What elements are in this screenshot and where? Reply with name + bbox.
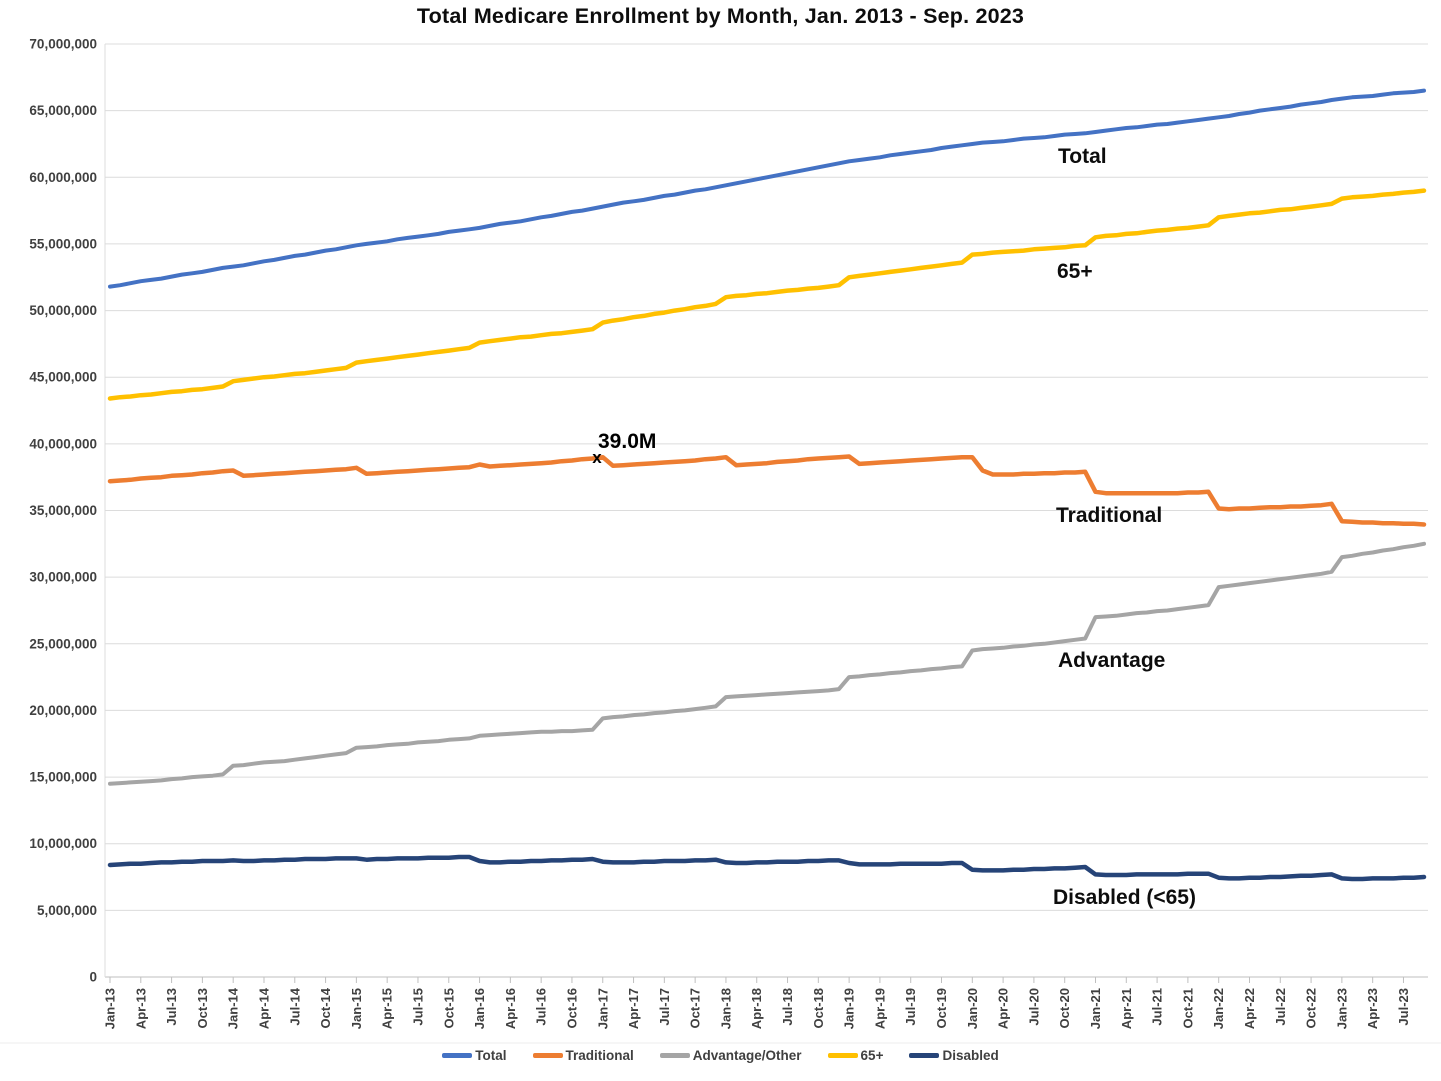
legend-swatch: [827, 1053, 858, 1058]
x-axis-tick-label: Jan-18: [718, 988, 733, 1029]
x-axis-tick-label: Jan-17: [595, 988, 610, 1029]
y-axis-tick-label: 20,000,000: [29, 703, 97, 718]
x-axis-tick-label: Jul-21: [1150, 988, 1165, 1026]
legend-label: Advantage/Other: [692, 1048, 802, 1063]
x-axis-tick-label: Oct-14: [318, 987, 333, 1028]
x-axis-tick-label: Apr-14: [256, 987, 271, 1029]
x-axis-tick-label: Oct-15: [441, 988, 456, 1028]
series-label-total: Total: [1058, 145, 1107, 168]
x-axis-tick-label: Jan-16: [472, 988, 487, 1029]
legend-label: Total: [475, 1048, 507, 1063]
x-axis-tick-label: Jul-14: [287, 987, 302, 1025]
y-axis-tick-label: 40,000,000: [29, 436, 97, 451]
legend-item-traditional: Traditional: [532, 1048, 634, 1063]
chart-title: Total Medicare Enrollment by Month, Jan.…: [416, 4, 1025, 28]
x-axis-tick-label: Oct-16: [564, 988, 579, 1028]
legend-item-advantage-other: Advantage/Other: [659, 1048, 802, 1063]
series-label-disabled: Disabled (<65): [1053, 886, 1196, 909]
x-axis-tick-label: Apr-21: [1119, 988, 1134, 1029]
x-axis-tick-label: Jan-23: [1334, 988, 1349, 1029]
x-axis-tick-label: Jan-15: [349, 988, 364, 1029]
y-axis-tick-label: 30,000,000: [29, 570, 97, 585]
legend-item-disabled: Disabled: [909, 1048, 999, 1063]
x-axis-tick-label: Oct-13: [195, 988, 210, 1028]
series-line-advantage-other: [108, 541, 1426, 786]
y-axis-tick-label: 70,000,000: [29, 37, 97, 52]
x-axis-tick-label: Oct-20: [1057, 988, 1072, 1028]
series-line-traditional: [107, 454, 1427, 527]
legend-label: Traditional: [565, 1048, 634, 1063]
x-axis-tick-label: Apr-17: [626, 988, 641, 1029]
y-axis-tick-label: 10,000,000: [29, 836, 97, 851]
y-axis-tick-label: 60,000,000: [29, 170, 97, 185]
x-axis-tick-label: Jul-16: [534, 988, 549, 1026]
x-axis-tick-label: Jul-22: [1273, 988, 1288, 1026]
x-axis-tick-label: Apr-18: [749, 988, 764, 1029]
legend-label: 65+: [860, 1048, 884, 1063]
x-axis-tick-label: Apr-13: [133, 988, 148, 1029]
y-axis-tick-label: 0: [89, 970, 97, 985]
legend-swatch: [532, 1053, 563, 1058]
chart-legend: Total Traditional Advantage/Other 65+ Disabl…: [0, 1048, 1441, 1063]
legend-swatch: [442, 1053, 473, 1058]
x-axis-tick-label: Apr-20: [996, 988, 1011, 1029]
y-axis-tick-label: 50,000,000: [29, 303, 97, 318]
y-axis-tick-label: 55,000,000: [29, 236, 97, 251]
x-axis-tick-label: Jan-14: [226, 987, 241, 1029]
y-axis-tick-label: 65,000,000: [29, 103, 97, 118]
legend-swatch: [659, 1053, 690, 1058]
y-axis-tick-label: 5,000,000: [37, 903, 97, 918]
series-line-total: [108, 88, 1426, 289]
legend-swatch: [909, 1053, 940, 1058]
x-axis-tick-label: Jul-18: [780, 988, 795, 1026]
x-axis-tick-label: Jul-17: [657, 988, 672, 1026]
legend-label: Disabled: [942, 1048, 999, 1063]
x-axis-tick-label: Jul-19: [903, 988, 918, 1026]
x-axis-tick-label: Jul-15: [410, 988, 425, 1026]
x-axis-tick-label: Apr-16: [503, 988, 518, 1029]
x-axis-tick-label: Jan-21: [1088, 988, 1103, 1029]
annotation-marker-x: x: [592, 448, 602, 467]
x-axis-tick-label: Jul-13: [164, 988, 179, 1026]
x-axis-tick-label: Oct-17: [688, 988, 703, 1028]
x-axis-tick-label: Oct-22: [1304, 988, 1319, 1028]
x-axis-tick-label: Apr-22: [1242, 988, 1257, 1029]
legend-item-65-: 65+: [827, 1048, 884, 1063]
x-axis-tick-label: Jul-23: [1396, 988, 1411, 1026]
x-axis-tick-label: Oct-19: [934, 988, 949, 1028]
x-axis-tick-label: Jul-20: [1026, 988, 1041, 1026]
x-axis-tick-label: Jan-19: [842, 988, 857, 1029]
y-axis-tick-label: 25,000,000: [29, 636, 97, 651]
x-axis-tick-label: Oct-21: [1180, 988, 1195, 1028]
legend-item-total: Total: [442, 1048, 507, 1063]
x-axis-tick-label: Apr-19: [872, 988, 887, 1029]
series-line-disabled: [107, 854, 1427, 882]
x-axis-tick-label: Oct-18: [811, 988, 826, 1028]
x-axis-tick-label: Apr-15: [380, 988, 395, 1029]
y-axis-tick-label: 35,000,000: [29, 503, 97, 518]
y-axis-tick-label: 15,000,000: [29, 770, 97, 785]
x-axis-tick-label: Jan-20: [965, 988, 980, 1029]
y-axis-tick-label: 45,000,000: [29, 370, 97, 385]
series-line-65-: [107, 188, 1427, 401]
x-axis-tick-label: Jan-22: [1211, 988, 1226, 1029]
series-label-traditional: Traditional: [1056, 504, 1162, 527]
x-axis-tick-label: Jan-13: [103, 988, 118, 1029]
x-axis-tick-label: Apr-23: [1365, 988, 1380, 1029]
series-label-65-: 65+: [1057, 260, 1093, 283]
annotation-value-label: 39.0M: [598, 430, 656, 453]
series-label-advantage-other: Advantage: [1058, 649, 1165, 672]
